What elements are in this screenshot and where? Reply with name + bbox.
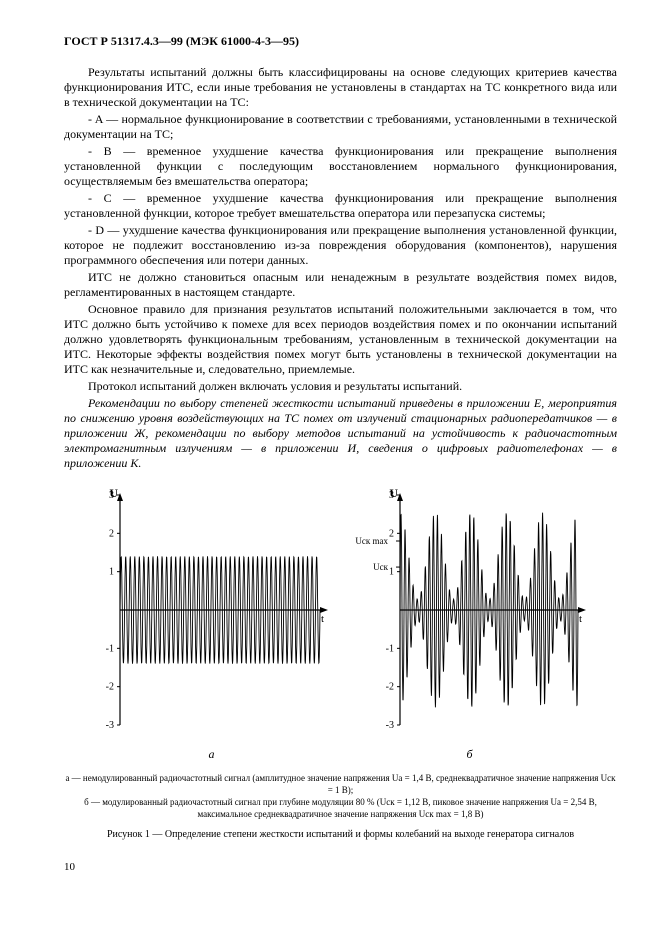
paragraph-protocol: Протокол испытаний должен включать услов… [64,379,617,394]
figure-a-svg: Ut-3-2-1123 [92,489,332,739]
svg-text:t: t [578,613,581,625]
figure-a-container: Ut-3-2-1123 а [92,489,332,762]
svg-text:t: t [320,613,323,625]
figure-b-label: б [350,747,590,762]
paragraph-intro: Результаты испытаний должны быть классиф… [64,65,617,110]
svg-text:-3: -3 [105,720,113,731]
figure-main-caption: Рисунок 1 — Определение степени жесткост… [64,829,617,842]
svg-text:-1: -1 [105,643,113,654]
svg-text:-2: -2 [105,682,113,693]
page: ГОСТ Р 51317.4.3—99 (МЭК 61000-4-3—95) Р… [0,0,661,905]
page-number: 10 [64,861,617,875]
svg-text:1: 1 [109,567,114,578]
figure-subcaptions: а — немодулированный радиочастотный сигн… [64,772,617,821]
document-header: ГОСТ Р 51317.4.3—99 (МЭК 61000-4-3—95) [64,34,617,49]
svg-text:Uск: Uск [373,562,388,572]
criterion-d: - D — ухудшение качества функционировани… [64,223,617,268]
caption-a: а — немодулированный радиочастотный сигн… [65,773,615,795]
svg-text:-1: -1 [385,643,393,654]
svg-text:-2: -2 [385,682,393,693]
figure-a-label: а [92,747,332,762]
svg-text:2: 2 [389,528,394,539]
figure-b-svg: Ut-3-2-1123Uск maxUск [350,489,590,739]
svg-text:3: 3 [389,490,394,501]
figure-row: Ut-3-2-1123 а Ut-3-2-1123Uск maxUск б [64,489,617,762]
svg-text:3: 3 [109,490,114,501]
paragraph-safety: ИТС не должно становиться опасным или не… [64,270,617,300]
svg-text:Uск max: Uск max [355,536,388,546]
paragraph-recommendations: Рекомендации по выбору степеней жесткост… [64,396,617,471]
svg-text:1: 1 [389,567,394,578]
criterion-c: - C — временное ухудшение качества функц… [64,191,617,221]
paragraph-rule: Основное правило для признания результат… [64,302,617,377]
figure-b-container: Ut-3-2-1123Uск maxUск б [350,489,590,762]
criterion-b: - B — временное ухудшение качества функц… [64,144,617,189]
svg-text:-3: -3 [385,720,393,731]
svg-text:2: 2 [109,528,114,539]
caption-b: б — модулированный радиочастотный сигнал… [84,797,597,819]
criterion-a: - A — нормальное функционирование в соот… [64,112,617,142]
